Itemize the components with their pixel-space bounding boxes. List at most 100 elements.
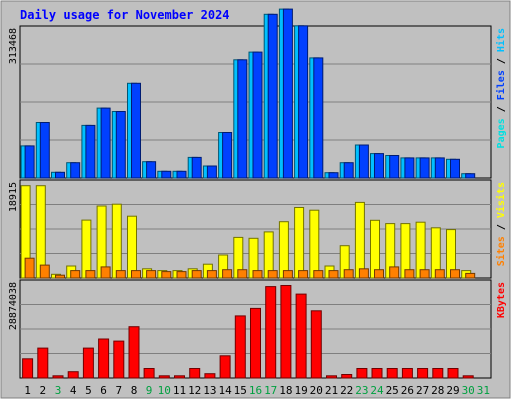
day-labels: 1 2 3 4 5 6 7 8 9 10 11 12 13 14 15 16 17 18 19 20 21 22 23 24 2… (24, 384, 490, 397)
day-label-17: 17 (264, 384, 277, 397)
day-label-28: 28 (431, 384, 444, 397)
day-label-25: 25 (386, 384, 399, 397)
day-label-19: 19 (294, 384, 307, 397)
bar-files-day-16 (252, 51, 263, 179)
bar-kbytes-day-17 (265, 286, 277, 379)
bar-files-day-11 (176, 170, 187, 179)
bar-kbytes-day-14 (219, 355, 231, 379)
bar-visits-day-7 (111, 203, 122, 279)
panel-kbytes: 28874038 KBytes (8, 279, 507, 379)
day-label-23: 23 (355, 384, 368, 397)
chart-panels: 313468 Pages / Files / Hits 18915 Sites / V… (8, 8, 507, 379)
bar-sites-day-24 (374, 269, 384, 279)
bar-files-day-6 (100, 107, 111, 179)
bar-kbytes-day-26 (401, 368, 413, 379)
bar-sites-day-22 (343, 269, 354, 279)
bar-kbytes-day-10 (158, 375, 170, 379)
bar-files-day-7 (115, 111, 126, 179)
day-label-14: 14 (218, 384, 232, 397)
bar-files-day-5 (85, 124, 96, 179)
bar-sites-day-30 (465, 272, 476, 279)
bar-sites-day-12 (191, 270, 202, 279)
bar-visits-day-8 (127, 215, 137, 279)
bar-visits-day-23 (354, 201, 365, 279)
bar-files-day-21 (328, 172, 339, 179)
bar-files-day-29 (450, 158, 460, 179)
chart-title: Daily usage for November 2024 (20, 8, 230, 22)
bar-sites-day-15 (237, 269, 248, 279)
bar-files-day-26 (404, 157, 415, 179)
bar-sites-day-21 (328, 270, 339, 279)
bar-kbytes-day-4 (67, 371, 79, 379)
bar-kbytes-day-25 (386, 368, 398, 379)
bar-kbytes-day-29 (447, 368, 459, 379)
bar-files-day-23 (358, 144, 369, 179)
bar-files-day-2 (39, 122, 50, 179)
bar-files-day-12 (191, 156, 202, 179)
bar-sites-day-18 (282, 270, 293, 279)
bar-sites-day-28 (434, 269, 445, 279)
day-label-10: 10 (158, 384, 171, 397)
bar-sites-day-10 (161, 271, 172, 279)
bar-kbytes-day-28 (432, 368, 444, 379)
bar-kbytes-day-24 (371, 368, 383, 379)
bar-sites-day-23 (358, 268, 369, 279)
bar-sites-day-5 (85, 270, 96, 279)
bar-kbytes-day-5 (82, 347, 94, 379)
bar-files-day-4 (70, 162, 81, 179)
bar-files-day-9 (146, 161, 157, 179)
bar-kbytes-day-3 (52, 375, 64, 379)
bar-sites-day-6 (100, 266, 111, 279)
bar-kbytes-day-8 (128, 326, 140, 379)
bar-visits-day-18 (278, 221, 289, 279)
day-label-9: 9 (146, 384, 153, 397)
bar-sites-day-25 (389, 266, 400, 279)
bar-sites-day-16 (252, 270, 263, 279)
day-label-26: 26 (401, 384, 414, 397)
bar-kbytes-day-15 (234, 315, 246, 379)
bar-kbytes-day-12 (189, 368, 201, 379)
bar-kbytes-day-6 (98, 338, 110, 379)
day-label-20: 20 (310, 384, 323, 397)
bar-sites-day-14 (222, 269, 233, 279)
bar-kbytes-day-13 (204, 373, 216, 379)
bar-kbytes-day-18 (280, 285, 292, 379)
legend-hits: Hits (495, 28, 507, 52)
bar-sites-day-29 (450, 269, 460, 279)
bar-sites-day-27 (419, 269, 430, 279)
bar-kbytes-day-7 (113, 340, 125, 379)
bar-files-day-1 (24, 145, 35, 179)
day-label-6: 6 (100, 384, 107, 397)
panel-scale-label: 313468 (8, 28, 19, 64)
bar-sites-day-11 (176, 271, 187, 279)
bar-sites-day-20 (313, 270, 324, 279)
day-label-3: 3 (55, 384, 62, 397)
bar-sites-day-19 (298, 270, 309, 279)
bar-sites-day-17 (267, 270, 278, 279)
bar-kbytes-day-20 (310, 310, 322, 379)
bar-sites-day-26 (404, 269, 415, 279)
bar-visits-day-2 (35, 185, 46, 279)
bar-files-day-3 (55, 171, 65, 179)
day-label-29: 29 (446, 384, 459, 397)
bar-files-day-14 (222, 132, 233, 179)
panel-legend: Sites / Visits (495, 182, 507, 266)
day-label-5: 5 (85, 384, 92, 397)
bar-kbytes-day-22 (341, 374, 353, 379)
bar-kbytes-day-21 (326, 375, 337, 379)
bar-files-day-22 (343, 162, 354, 179)
bar-files-day-13 (206, 165, 217, 179)
day-label-16: 16 (249, 384, 262, 397)
day-label-24: 24 (370, 384, 384, 397)
day-label-31: 31 (477, 384, 490, 397)
legend-separator: / (496, 100, 507, 118)
day-label-8: 8 (131, 384, 138, 397)
legend-separator: / (496, 52, 507, 70)
bar-files-day-20 (313, 57, 324, 179)
bar-sites-day-3 (55, 274, 65, 279)
bar-files-day-28 (434, 157, 445, 179)
day-label-12: 12 (188, 384, 201, 397)
